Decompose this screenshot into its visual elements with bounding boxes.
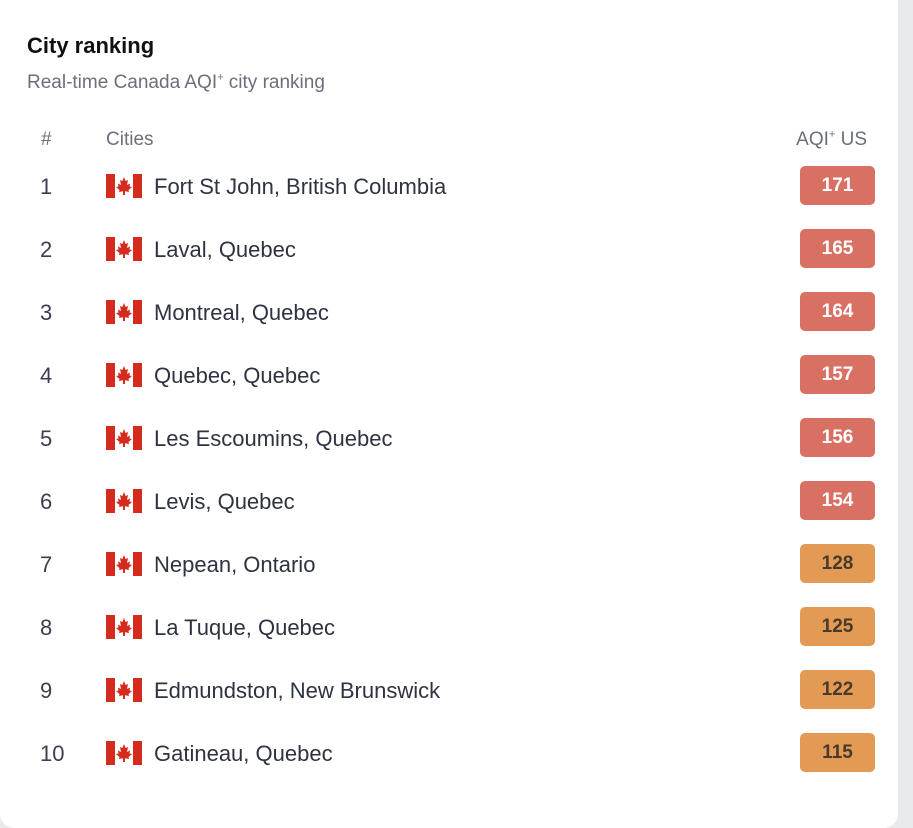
aqi-badge: 115 (800, 733, 875, 772)
city-name[interactable]: Quebec, Quebec (154, 363, 321, 388)
city-name[interactable]: Les Escoumins, Quebec (154, 426, 393, 451)
aqi-badge: 154 (800, 481, 875, 520)
card-subtitle: Real-time Canada AQI+ city ranking (27, 72, 325, 94)
aqi-badge: 156 (800, 418, 875, 457)
ranking-row[interactable]: 10 Gatineau, Quebec 115 (0, 733, 898, 796)
canada-flag-icon (106, 237, 142, 261)
canada-flag-icon (106, 300, 142, 324)
aqi-header-prefix: AQI (796, 129, 829, 150)
canada-flag-icon (106, 678, 142, 702)
rank-number: 8 (40, 615, 53, 640)
rank-number: 9 (40, 678, 53, 703)
rank-number: 5 (40, 426, 53, 451)
ranking-row[interactable]: 4 Quebec, Quebec 157 (0, 355, 898, 418)
rank-number: 10 (40, 741, 65, 766)
aqi-badge: 164 (800, 292, 875, 331)
subtitle-suffix: city ranking (223, 72, 325, 93)
aqi-badge: 122 (800, 670, 875, 709)
city-name[interactable]: La Tuque, Quebec (154, 615, 336, 640)
ranking-row[interactable]: 1 Fort St John, British Columbia 171 (0, 166, 898, 229)
rank-number: 7 (40, 552, 53, 577)
city-name[interactable]: Edmundston, New Brunswick (154, 678, 441, 703)
aqi-badge: 157 (800, 355, 875, 394)
ranking-list: 1 Fort St John, British Columbia 171 2 L… (0, 166, 898, 796)
city-name[interactable]: Laval, Quebec (154, 237, 296, 262)
canada-flag-icon (106, 174, 142, 198)
ranking-row[interactable]: 6 Levis, Quebec 154 (0, 481, 898, 544)
ranking-row[interactable]: 3 Montreal, Quebec 164 (0, 292, 898, 355)
canada-flag-icon (106, 741, 142, 765)
city-name[interactable]: Levis, Quebec (154, 489, 295, 514)
ranking-row[interactable]: 8 La Tuque, Quebec 125 (0, 607, 898, 670)
ranking-row[interactable]: 5 Les Escoumins, Quebec 156 (0, 418, 898, 481)
aqi-badge: 128 (800, 544, 875, 583)
canada-flag-icon (106, 615, 142, 639)
city-name[interactable]: Nepean, Ontario (154, 552, 316, 577)
city-name[interactable]: Montreal, Quebec (154, 300, 329, 325)
canada-flag-icon (106, 489, 142, 513)
aqi-header-suffix: US (835, 129, 867, 150)
rank-number: 4 (40, 363, 53, 388)
aqi-badge: 125 (800, 607, 875, 646)
rank-number: 6 (40, 489, 53, 514)
column-header-rank: # (41, 129, 52, 150)
column-header-aqi: AQI+ US (796, 129, 867, 151)
city-name[interactable]: Fort St John, British Columbia (154, 174, 447, 199)
ranking-row[interactable]: 7 Nepean, Ontario 128 (0, 544, 898, 607)
subtitle-sup: + (217, 71, 224, 84)
ranking-row[interactable]: 9 Edmundston, New Brunswick 122 (0, 670, 898, 733)
aqi-badge: 165 (800, 229, 875, 268)
city-name[interactable]: Gatineau, Quebec (154, 741, 333, 766)
column-header-cities: Cities (106, 129, 154, 150)
rank-number: 3 (40, 300, 53, 325)
card-title: City ranking (27, 33, 155, 58)
ranking-row[interactable]: 2 Laval, Quebec 165 (0, 229, 898, 292)
subtitle-prefix: Real-time Canada AQI (27, 72, 218, 93)
aqi-badge: 171 (800, 166, 875, 205)
canada-flag-icon (106, 552, 142, 576)
canada-flag-icon (106, 426, 142, 450)
canada-flag-icon (106, 363, 142, 387)
aqi-header-sup: + (828, 128, 836, 141)
rank-number: 2 (40, 237, 53, 262)
rank-number: 1 (40, 174, 53, 199)
